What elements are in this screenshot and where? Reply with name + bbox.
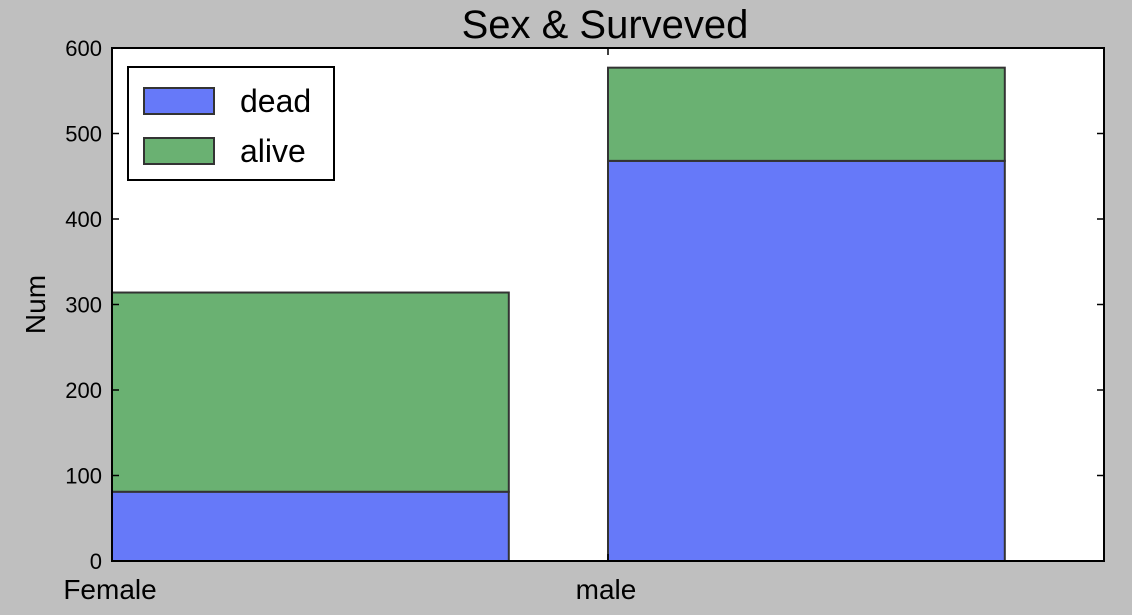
- x-tick-label-male: male: [576, 574, 637, 605]
- legend-swatch-dead: [143, 87, 215, 115]
- y-tick-label-0: 0: [90, 549, 102, 574]
- y-tick-label-300: 300: [65, 293, 102, 318]
- y-tick-label-500: 500: [65, 122, 102, 147]
- plot-frame: [111, 47, 1105, 562]
- bars-group: [111, 66, 1006, 563]
- y-axis-label: Num: [20, 275, 51, 334]
- legend: dead alive: [127, 66, 335, 181]
- y-axis-ticks: 0 100 200 300 400 500 600: [65, 36, 1104, 574]
- legend-label-alive: alive: [240, 133, 306, 169]
- bar-female-dead: [111, 490, 510, 562]
- y-tick-label-200: 200: [65, 378, 102, 403]
- bar-female-alive: [111, 291, 510, 493]
- x-axis-ticks: Female male: [63, 48, 636, 605]
- bar-male-dead: [607, 159, 1006, 563]
- legend-label-dead: dead: [240, 83, 311, 119]
- chart-title: Sex & Surveved: [462, 3, 749, 47]
- bar-male-alive: [607, 66, 1006, 162]
- y-tick-label-400: 400: [65, 207, 102, 232]
- y-tick-label-600: 600: [65, 36, 102, 61]
- y-tick-label-100: 100: [65, 464, 102, 489]
- x-tick-label-female: Female: [63, 574, 156, 605]
- legend-swatch-alive: [143, 137, 215, 165]
